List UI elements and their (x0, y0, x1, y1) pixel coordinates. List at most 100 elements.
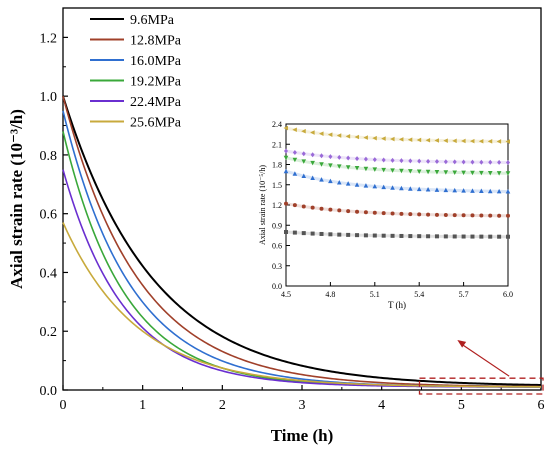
inset-point (443, 138, 448, 143)
main-x-axis: 0 1 2 3 4 5 6 (60, 385, 545, 413)
inset-point (372, 157, 377, 163)
inset-point (319, 153, 324, 159)
legend-label: 25.6MPa (130, 116, 182, 131)
inset-point (470, 213, 475, 218)
main-x-tick-label: 2 (219, 398, 226, 413)
legend-label: 16.0MPa (130, 54, 182, 69)
inset-x-tick-label: 5.4 (414, 290, 424, 299)
inset-point (381, 233, 386, 238)
inset-point (443, 234, 448, 239)
inset-point (506, 234, 510, 239)
inset-point (345, 165, 351, 170)
main-x-tick-label: 1 (139, 398, 146, 413)
inset-point (470, 159, 475, 165)
inset-y-axis: 0.0 0.3 0.6 0.9 1.2 1.5 1.8 2.1 2.4 (272, 120, 290, 291)
inset-series-group (283, 125, 511, 239)
main-y-tick-label: 0.0 (40, 384, 58, 399)
inset-point (310, 152, 315, 158)
inset-point (310, 160, 315, 166)
inset-point (426, 212, 431, 217)
inset-point (417, 158, 422, 164)
inset-point (363, 233, 368, 238)
inset-point (452, 187, 458, 193)
main-x-tick-label: 4 (378, 398, 385, 413)
inset-point (301, 204, 306, 209)
inset-point (363, 135, 368, 140)
inset-point (292, 127, 297, 133)
inset-point (478, 138, 484, 144)
main-y-tick-label: 1.0 (40, 90, 58, 105)
inset-x-tick-label: 5.7 (459, 290, 469, 299)
inset-point (408, 169, 413, 174)
inset-point (381, 157, 386, 163)
inset-y-axis-label: Axial strain rate (10⁻⁵/h) (258, 165, 267, 245)
inset-x-tick-label: 4.8 (325, 290, 335, 299)
main-y-axis-label: Axial strain rate (10⁻³/h) (7, 109, 26, 289)
inset-y-tick-label: 1.2 (272, 201, 282, 210)
inset-point (487, 139, 493, 144)
inset-point (355, 156, 360, 162)
main-x-axis-label: Time (h) (271, 426, 334, 445)
inset-point (355, 233, 360, 238)
inset-point (452, 159, 457, 165)
inset-point (479, 170, 484, 176)
inset-point (479, 159, 484, 165)
inset-point (399, 211, 404, 216)
series-line-9-6mpa (62, 95, 542, 386)
inset-point (488, 159, 493, 165)
inset-point (390, 157, 395, 163)
main-y-tick-label: 1.2 (40, 31, 58, 46)
inset-fit-line (285, 169, 509, 193)
inset-point (434, 159, 439, 165)
zoom-arrow-head (457, 340, 467, 348)
legend-label: 9.6MPa (130, 13, 175, 28)
inset-x-axis: 4.5 4.8 5.1 5.4 5.7 6.0 (281, 282, 513, 299)
inset-point (363, 210, 368, 215)
inset-y-tick-label: 0.6 (272, 242, 282, 251)
inset-point (346, 209, 351, 214)
inset-point (336, 133, 342, 138)
inset-point (328, 207, 333, 212)
inset-point (292, 171, 298, 176)
inset-point (319, 177, 324, 182)
inset-point (470, 188, 475, 193)
inset-point (506, 213, 510, 218)
main-x-tick-label: 6 (538, 398, 545, 413)
inset-point (470, 170, 475, 176)
inset-point (284, 201, 288, 206)
inset-point (284, 230, 288, 234)
inset-point (319, 162, 324, 167)
inset-point (319, 206, 324, 211)
inset-point (425, 137, 431, 143)
highlight-dashed-box (418, 377, 544, 395)
inset-point (346, 155, 351, 161)
inset-point (417, 234, 422, 239)
inset-point (337, 154, 342, 160)
inset-point (426, 158, 431, 164)
inset-point (452, 138, 457, 144)
zoom-highlight (418, 340, 544, 395)
inset-point (479, 188, 484, 194)
inset-point (417, 212, 422, 217)
legend-label: 12.8MPa (130, 34, 182, 49)
inset-point (398, 137, 404, 142)
inset-x-tick-label: 5.1 (370, 290, 380, 299)
legend-label: 22.4MPa (130, 95, 182, 110)
inset-point (506, 159, 510, 165)
inset-y-tick-label: 2.1 (272, 140, 282, 149)
inset-point (310, 231, 315, 236)
inset-point (381, 136, 386, 141)
inset-point (461, 159, 466, 165)
inset-point (408, 234, 413, 239)
inset-point (363, 156, 368, 162)
main-y-tick-label: 0.8 (40, 149, 58, 164)
inset-point (408, 158, 413, 164)
main-y-axis: 0.0 0.2 0.4 0.6 0.8 1.0 1.2 (40, 7, 68, 399)
inset-point (452, 234, 457, 239)
inset-point (408, 212, 413, 217)
inset-point (461, 170, 466, 176)
inset-point (487, 171, 493, 176)
inset-point (390, 168, 395, 173)
inset-point (408, 186, 413, 191)
inset-point (434, 234, 439, 239)
